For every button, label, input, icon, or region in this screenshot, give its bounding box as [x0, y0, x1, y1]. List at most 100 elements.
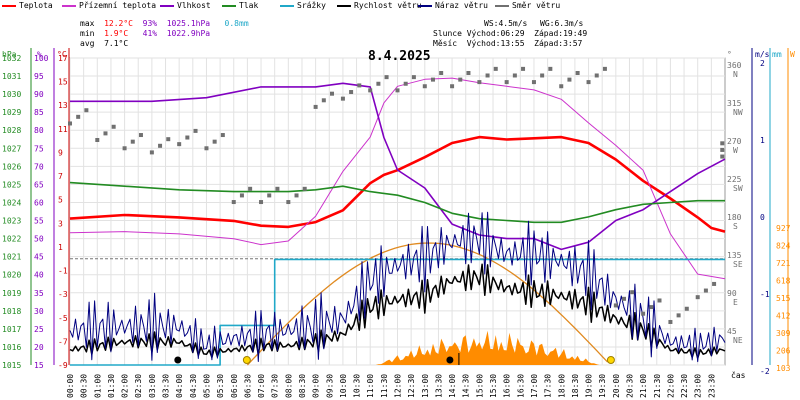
wind-direction-point — [477, 80, 482, 85]
wind-direction-point — [430, 77, 435, 82]
ms-unit: m/s — [755, 50, 770, 59]
pct-tick: 35 — [34, 289, 44, 298]
wind-direction-point — [95, 138, 100, 143]
wind-direction-point — [720, 147, 725, 152]
pct-tick: 15 — [34, 361, 44, 370]
hpa-tick: 1032 — [2, 54, 21, 63]
wind-direction-point — [540, 73, 545, 78]
legend-swatch — [337, 4, 351, 7]
hpa-unit: hPa — [2, 50, 17, 59]
wind-direction-point — [403, 81, 408, 86]
wind-direction-point — [248, 186, 253, 191]
wind-direction-point — [586, 80, 591, 85]
solar-radiation-area — [375, 330, 600, 365]
max-hum: 93% — [142, 19, 158, 28]
legend-swatch — [2, 4, 16, 7]
deg-tick: 135 — [727, 251, 742, 260]
wind-direction-point — [613, 303, 618, 308]
w-tick: 412 — [776, 312, 791, 321]
moonrise: Východ:13:55 — [466, 39, 525, 48]
time-tick-label: 01:30 — [107, 374, 116, 398]
wind-direction-point — [239, 193, 244, 198]
wind-direction-point — [657, 298, 662, 303]
deg-dir: NW — [733, 108, 743, 117]
pct-tick: 95 — [34, 72, 44, 81]
hpa-tick: 1026 — [2, 162, 21, 171]
legend-label: Tlak — [239, 1, 259, 10]
wind-direction-point — [531, 80, 536, 85]
time-tick-label: 21:00 — [639, 374, 648, 398]
hpa-tick: 1023 — [2, 217, 21, 226]
time-tick-label: 05:30 — [216, 374, 225, 398]
wind-direction-point — [504, 80, 509, 85]
temp-tick: 13 — [58, 101, 68, 110]
series-line — [69, 181, 725, 224]
wind-direction-point — [204, 146, 209, 151]
pct-tick: 80 — [34, 126, 44, 135]
time-tick-label: 18:00 — [557, 374, 566, 398]
wind-direction-point — [630, 290, 635, 295]
hpa-tick: 1024 — [2, 198, 21, 207]
time-tick-label: 00:30 — [80, 374, 89, 398]
sun-label: Slunce — [433, 29, 462, 38]
temp-unit: °C — [57, 50, 67, 59]
temp-tick: 3 — [58, 219, 63, 228]
legend-item: Směr větru — [495, 1, 560, 10]
time-tick-label: 18:30 — [571, 374, 580, 398]
max-temp: 12.2°C — [104, 19, 133, 28]
wind-direction-point — [321, 98, 326, 103]
avg-label: avg — [80, 39, 95, 48]
max-press: 1025.1hPa — [166, 19, 211, 28]
wind-direction-point — [450, 84, 455, 89]
temp-tick: 11 — [58, 125, 68, 134]
pct-tick: 40 — [34, 271, 44, 280]
pct-tick: 45 — [34, 253, 44, 262]
temp-tick: -5 — [58, 314, 68, 323]
wind-direction-point — [703, 288, 708, 293]
deg-dir: S — [733, 222, 738, 231]
temp-tick: 5 — [58, 196, 63, 205]
wind-direction-point — [602, 66, 607, 71]
wind-direction-point — [548, 66, 553, 71]
legend-swatch — [495, 4, 509, 7]
moonset: Západ:3:57 — [534, 39, 583, 48]
ms-tick: -1 — [760, 290, 770, 299]
time-tick-label: 15:30 — [489, 374, 498, 398]
ms-tick: 1 — [760, 136, 765, 145]
time-unit: čas — [731, 370, 746, 380]
legend-item: Náraz větru — [418, 1, 488, 10]
wind-direction-point — [166, 137, 171, 142]
wind-direction-point — [103, 131, 108, 136]
deg-tick: 180 — [727, 213, 742, 222]
hpa-tick: 1025 — [2, 180, 21, 189]
wind-direction-point — [231, 200, 236, 205]
wind-direction-point — [712, 281, 717, 286]
deg-tick: 90 — [727, 289, 737, 298]
wind-direction-point — [422, 84, 427, 89]
wind-direction-point — [641, 311, 646, 316]
deg-tick: 45 — [727, 327, 737, 336]
time-tick-label: 23:00 — [694, 374, 703, 398]
wind-direction-point — [512, 73, 517, 78]
temp-tick: 17 — [58, 54, 68, 63]
wind-direction-point — [149, 150, 154, 155]
w-tick: 721 — [776, 259, 791, 268]
wind-speed-text: WS:4.5m/s — [484, 19, 528, 28]
min-hum: 41% — [142, 29, 158, 38]
wind-direction-point — [594, 73, 599, 78]
moon-label: Měsíc — [433, 39, 458, 48]
wind-direction-point — [294, 193, 299, 198]
wind-direction-point — [720, 154, 725, 159]
time-tick-label: 13:30 — [434, 374, 443, 398]
wind-direction-point — [111, 124, 116, 129]
wind-direction-point — [622, 296, 627, 301]
time-tick-label: 21:30 — [653, 374, 662, 398]
pct-tick: 70 — [34, 162, 44, 171]
temp-tick: 15 — [58, 78, 68, 87]
w-tick: 206 — [776, 347, 791, 356]
wind-direction-point — [684, 306, 689, 311]
legend-label: Rychlost větru — [354, 1, 422, 10]
time-tick-label: 06:00 — [230, 374, 239, 398]
deg-dir: W — [733, 146, 738, 155]
